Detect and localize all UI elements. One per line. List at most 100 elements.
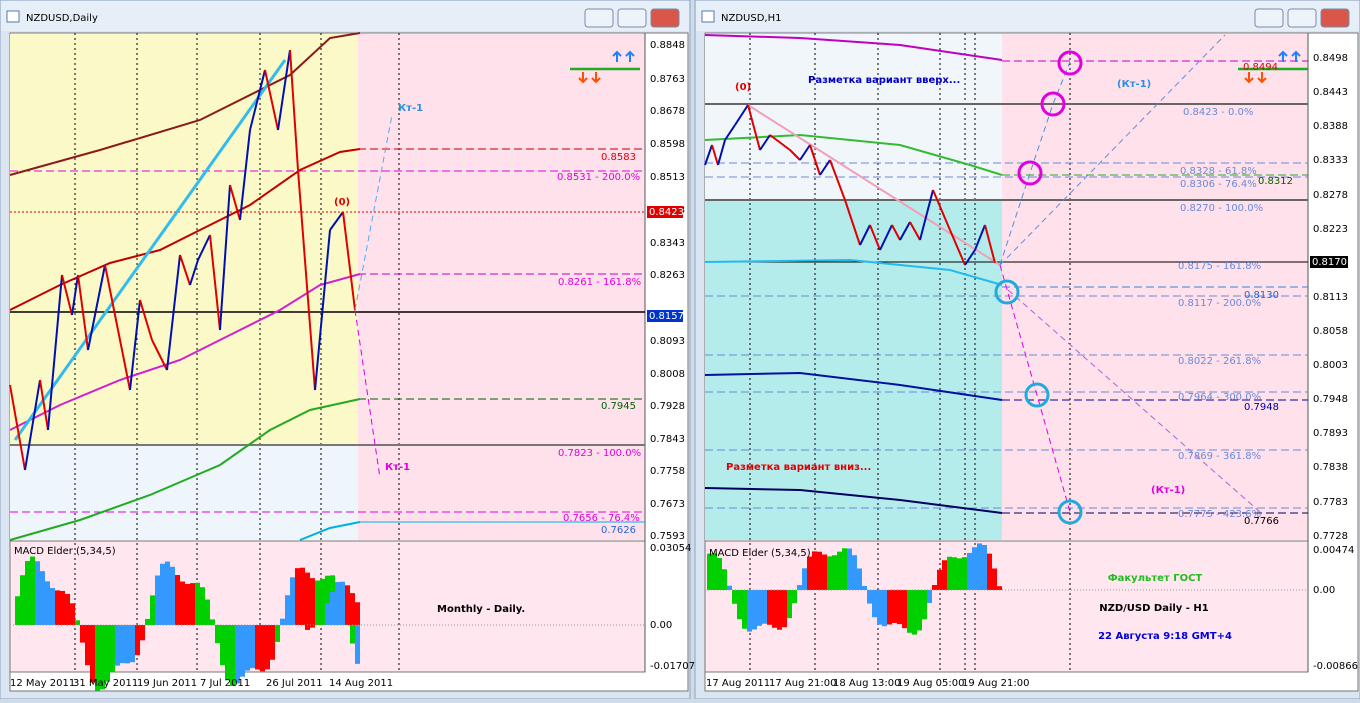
macd-bar <box>972 547 977 590</box>
macd-bar <box>942 560 947 590</box>
macd-bar <box>782 590 787 628</box>
label: 14 Aug 2011 <box>329 678 393 689</box>
label: 0.8175 - 161.8% <box>1178 261 1261 272</box>
macd-bar <box>707 553 712 590</box>
window-icon <box>701 10 715 23</box>
macd-bar <box>25 561 30 625</box>
macd-bar <box>917 590 922 631</box>
indicator-line <box>704 371 1003 401</box>
price-segment <box>342 211 356 311</box>
label: 0.7758 <box>650 466 685 477</box>
macd-bar <box>737 590 742 620</box>
label: 12 May 2011 <box>10 678 75 689</box>
macd-bar <box>325 603 330 625</box>
indicator-line <box>9 273 361 431</box>
macd-bar <box>922 590 927 620</box>
price-segment <box>129 299 141 391</box>
label: 0.8093 <box>650 336 685 347</box>
macd-bar <box>145 618 150 625</box>
trend-line <box>747 104 1001 266</box>
indicator-line <box>704 487 1003 514</box>
price-segment <box>769 134 791 151</box>
macd-bar <box>792 590 797 604</box>
price-segment <box>949 229 966 266</box>
macd-bar <box>65 593 70 625</box>
label: 0.8498 <box>1313 53 1348 64</box>
label: 0.7626 <box>601 525 636 536</box>
maximize-button[interactable] <box>617 8 647 28</box>
label: 22 Августа 9:18 GMT+4 <box>1098 631 1232 642</box>
projection <box>354 309 381 479</box>
label: 0.8022 - 261.8% <box>1178 356 1261 367</box>
label: 0.8263 <box>650 270 685 281</box>
indicator-line <box>9 32 361 176</box>
macd-bar <box>852 555 857 590</box>
macd-bar <box>747 590 752 632</box>
price-segment <box>71 274 79 316</box>
macd-bar <box>80 625 85 643</box>
label: 0.7593 <box>650 531 685 542</box>
label: 0.00 <box>650 620 672 631</box>
label: 0.8312 <box>1258 176 1293 187</box>
down-arrow <box>591 72 601 84</box>
macd-bar <box>300 567 305 625</box>
price-segment <box>314 229 331 391</box>
title-bar <box>1 1 689 31</box>
label: 19 Aug 05:00 <box>897 678 964 689</box>
label: MACD Elder (5,34,5) <box>14 546 116 557</box>
macd-bar <box>962 557 967 590</box>
macd-bar <box>40 571 45 625</box>
price-segment <box>919 189 934 241</box>
price-segment <box>829 159 846 201</box>
label: 0.8157 <box>649 311 684 322</box>
maximize-button[interactable] <box>1287 8 1317 28</box>
macd-bar <box>310 578 315 625</box>
macd-bar <box>15 596 20 625</box>
price-segment <box>297 169 316 391</box>
macd-bar <box>150 595 155 625</box>
minimize-button[interactable] <box>1254 8 1284 28</box>
label: 0.8117 - 200.0% <box>1178 298 1261 309</box>
macd-bar <box>320 614 325 625</box>
close-button[interactable] <box>1320 8 1350 28</box>
label: 0.7964 - 300.0% <box>1178 392 1261 403</box>
macd-bar <box>115 625 120 666</box>
macd-bar <box>932 585 937 590</box>
macd-bar <box>85 625 90 666</box>
label: 0.8513 <box>650 172 685 183</box>
close-button[interactable] <box>650 8 680 28</box>
projection <box>1007 289 1261 513</box>
macd-bar <box>330 591 335 625</box>
macd-bar <box>210 619 215 625</box>
up-arrow <box>1278 50 1288 62</box>
macd-bar <box>305 572 310 625</box>
label: 0.8763 <box>650 74 685 85</box>
down-arrow <box>1244 72 1254 84</box>
macd-bar <box>722 569 727 590</box>
macd-bar <box>20 575 25 625</box>
indicator-line <box>299 521 361 541</box>
macd-bar <box>315 580 320 625</box>
label: -0.00866 <box>1313 661 1358 672</box>
macd-bar <box>842 548 847 590</box>
macd-bar <box>757 590 762 626</box>
label: NZD/USD Daily - H1 <box>1099 603 1209 614</box>
label: Monthly - Daily. <box>437 604 525 615</box>
minimize-button[interactable] <box>584 8 614 28</box>
price-segment <box>717 139 726 166</box>
price-segment <box>879 224 893 251</box>
price-segment <box>229 184 241 221</box>
macd-bar <box>732 590 737 604</box>
indicator-line <box>9 398 361 541</box>
label: NZDUSD,Daily <box>26 13 98 24</box>
macd-bar <box>817 551 822 590</box>
price-tag <box>647 310 683 322</box>
price-segment <box>166 254 181 371</box>
macd-bar <box>862 585 867 590</box>
label: 0.8223 <box>1313 224 1348 235</box>
price-segment <box>932 189 951 231</box>
macd-bar <box>160 563 165 625</box>
zone-pink <box>1002 34 1308 540</box>
label: 19 Jun 2011 <box>137 678 197 689</box>
macd-bar <box>827 556 832 590</box>
